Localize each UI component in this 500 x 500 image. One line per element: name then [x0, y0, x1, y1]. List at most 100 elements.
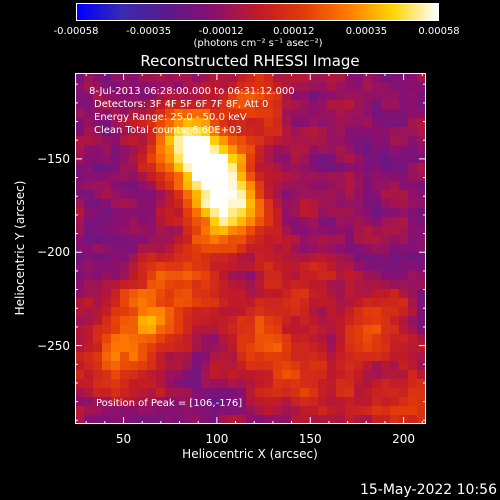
- heatmap-cell: [111, 334, 121, 344]
- heatmap-cell: [372, 289, 382, 299]
- heatmap-cell: [75, 289, 85, 299]
- heatmap-cell: [237, 199, 247, 209]
- heatmap-cell: [309, 118, 319, 128]
- heatmap-cell: [282, 100, 292, 110]
- heatmap-cell: [165, 262, 175, 272]
- heatmap-cell: [183, 91, 193, 101]
- heatmap-cell: [93, 334, 103, 344]
- heatmap-cell: [228, 190, 238, 200]
- heatmap-cell: [120, 226, 130, 236]
- heatmap-cell: [372, 388, 382, 398]
- heatmap-cell: [156, 397, 166, 407]
- heatmap-cell: [381, 100, 391, 110]
- heatmap-cell: [273, 370, 283, 380]
- heatmap-cell: [408, 118, 418, 128]
- heatmap-cell: [84, 271, 94, 281]
- heatmap-cell: [192, 118, 202, 128]
- heatmap-cell: [201, 280, 211, 290]
- heatmap-cell: [93, 415, 103, 424]
- heatmap-cell: [156, 415, 166, 424]
- heatmap-cell: [210, 307, 220, 317]
- heatmap-cell: [165, 163, 175, 173]
- y-axis-label: Heliocentric Y (arcsec): [13, 180, 27, 316]
- heatmap-cell: [183, 172, 193, 182]
- heatmap-cell: [156, 244, 166, 254]
- heatmap-cell: [336, 208, 346, 218]
- heatmap-cell: [336, 325, 346, 335]
- heatmap-cell: [165, 289, 175, 299]
- heatmap-cell: [390, 199, 400, 209]
- heatmap-cell: [156, 109, 166, 119]
- heatmap-cell: [246, 145, 256, 155]
- heatmap-cell: [282, 154, 292, 164]
- heatmap-cell: [93, 154, 103, 164]
- heatmap-cell: [246, 73, 256, 83]
- heatmap-cell: [273, 289, 283, 299]
- heatmap-cell: [363, 73, 373, 83]
- heatmap-cell: [228, 298, 238, 308]
- heatmap-cell: [192, 406, 202, 416]
- heatmap-cell: [228, 379, 238, 389]
- heatmap-cell: [156, 199, 166, 209]
- heatmap-cell: [417, 145, 426, 155]
- heatmap-cell: [381, 226, 391, 236]
- heatmap-cell: [273, 316, 283, 326]
- heatmap-cell: [75, 379, 85, 389]
- heatmap-cell: [174, 163, 184, 173]
- heatmap-cell: [147, 307, 157, 317]
- heatmap-cell: [291, 190, 301, 200]
- heatmap-cell: [408, 343, 418, 353]
- heatmap-cell: [156, 388, 166, 398]
- heatmap-cell: [192, 181, 202, 191]
- heatmap-cell: [246, 271, 256, 281]
- heatmap-cell: [336, 361, 346, 371]
- heatmap-cell: [345, 406, 355, 416]
- heatmap-cell: [183, 235, 193, 245]
- heatmap-cell: [192, 253, 202, 263]
- heatmap-cell: [408, 127, 418, 137]
- heatmap-cell: [417, 415, 426, 424]
- heatmap-cell: [372, 100, 382, 110]
- heatmap-cell: [255, 280, 265, 290]
- heatmap-cell: [210, 226, 220, 236]
- heatmap-cell: [129, 289, 139, 299]
- heatmap-cell: [264, 226, 274, 236]
- heatmap-cell: [174, 82, 184, 92]
- heatmap-cell: [138, 82, 148, 92]
- heatmap-cell: [192, 343, 202, 353]
- heatmap-cell: [147, 235, 157, 245]
- x-axis-label: Heliocentric X (arcsec): [182, 447, 318, 461]
- heatmap-cell: [255, 352, 265, 362]
- heatmap-cell: [381, 244, 391, 254]
- heatmap-cell: [165, 190, 175, 200]
- heatmap-cell: [282, 406, 292, 416]
- heatmap-cell: [237, 172, 247, 182]
- heatmap-cell: [120, 172, 130, 182]
- heatmap-cell: [102, 415, 112, 424]
- heatmap-cell: [300, 217, 310, 227]
- heatmap-cell: [282, 91, 292, 101]
- heatmap-cell: [228, 361, 238, 371]
- heatmap-cell: [399, 361, 409, 371]
- heatmap-cell: [300, 136, 310, 146]
- heatmap-cell: [309, 253, 319, 263]
- heatmap-cell: [246, 109, 256, 119]
- heatmap-cell: [84, 199, 94, 209]
- heatmap-cell: [327, 298, 337, 308]
- heatmap-cell: [111, 190, 121, 200]
- heatmap-cell: [372, 127, 382, 137]
- heatmap-cell: [102, 208, 112, 218]
- heatmap-cell: [156, 334, 166, 344]
- heatmap-cell: [183, 352, 193, 362]
- heatmap-cell: [219, 352, 229, 362]
- heatmap-cell: [192, 352, 202, 362]
- heatmap-cell: [309, 100, 319, 110]
- heatmap-cell: [237, 271, 247, 281]
- heatmap-cell: [327, 361, 337, 371]
- heatmap-cell: [84, 325, 94, 335]
- heatmap-cell: [219, 379, 229, 389]
- heatmap-cell: [165, 136, 175, 146]
- heatmap-cell: [201, 127, 211, 137]
- heatmap-cell: [111, 118, 121, 128]
- heatmap-cell: [417, 262, 426, 272]
